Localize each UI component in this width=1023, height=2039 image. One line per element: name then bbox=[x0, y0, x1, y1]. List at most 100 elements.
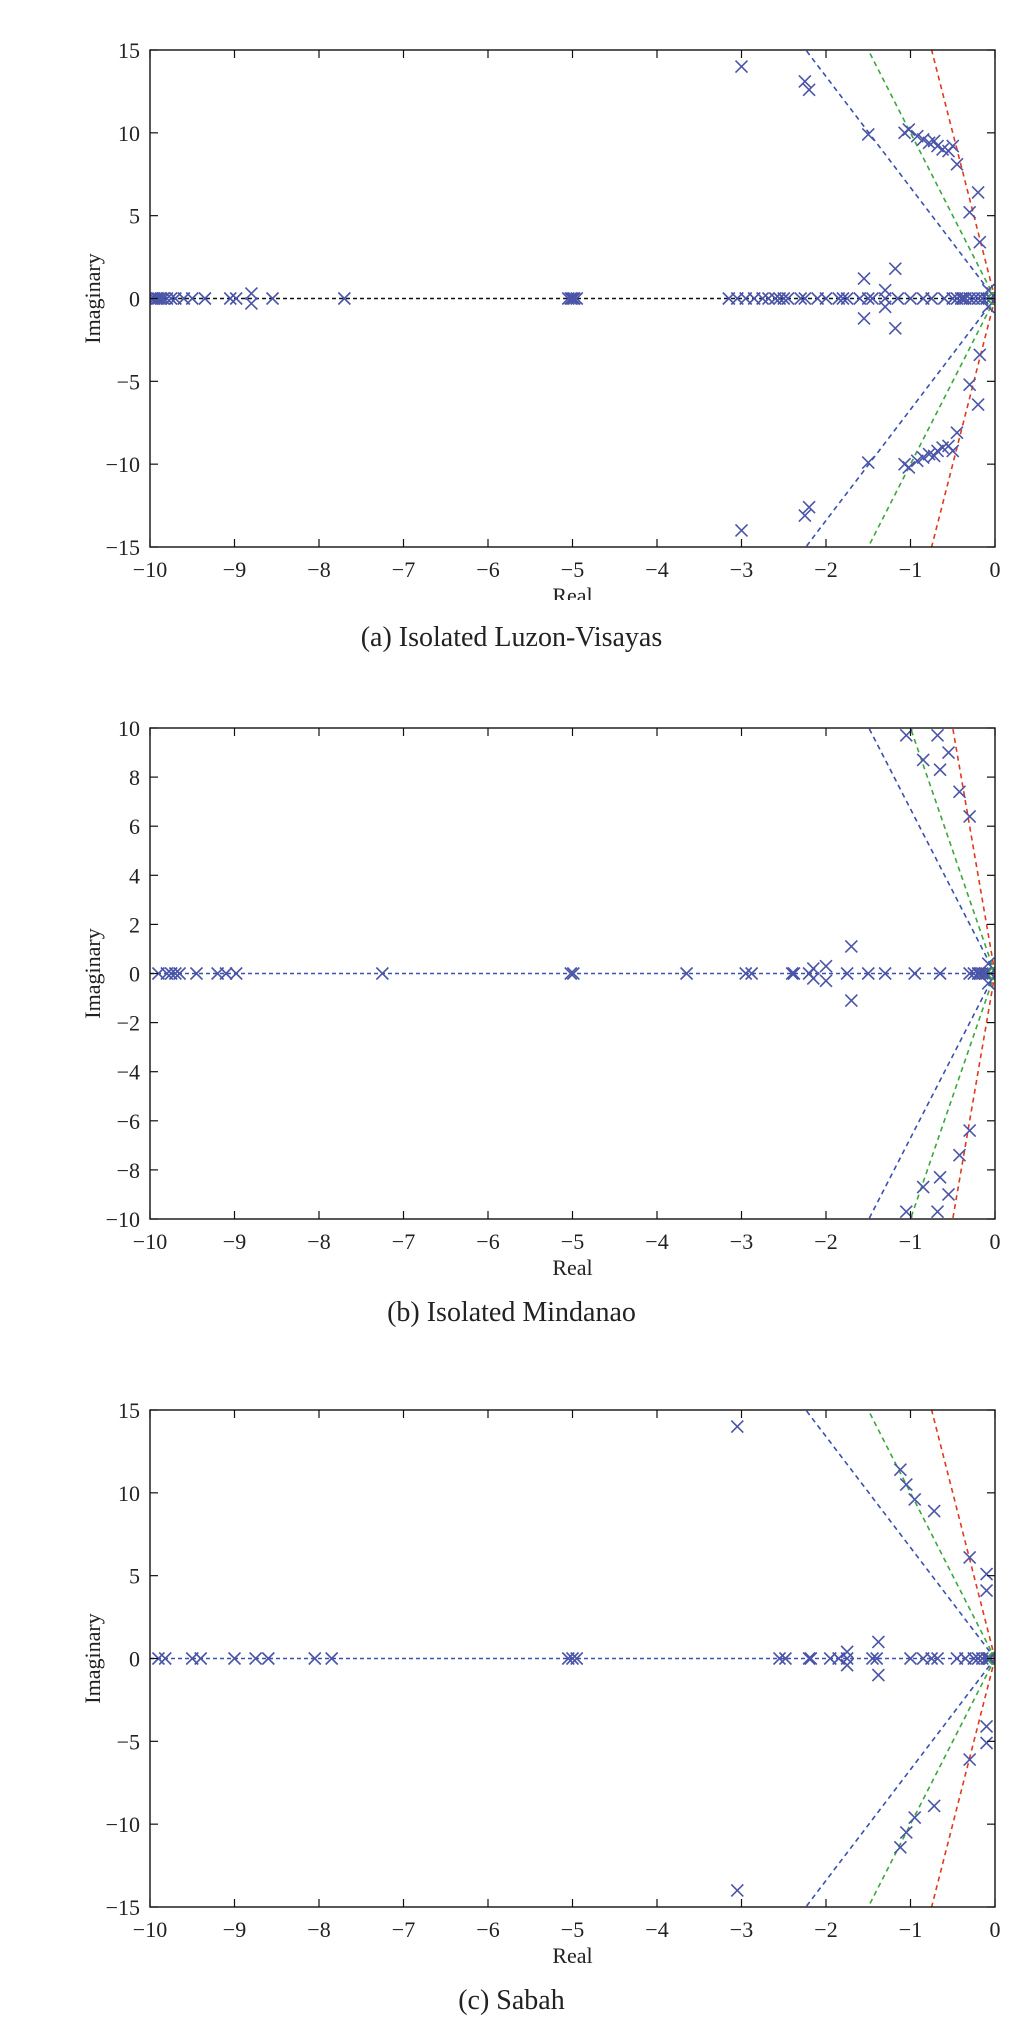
pole-marker bbox=[836, 291, 850, 306]
pole-marker bbox=[950, 157, 964, 171]
x-tick-label: −2 bbox=[814, 1917, 837, 1942]
pole-marker bbox=[761, 291, 776, 306]
pole-marker bbox=[963, 1550, 977, 1565]
y-tick-label: 0 bbox=[129, 962, 140, 987]
pole-marker bbox=[840, 1645, 854, 1659]
pole-marker bbox=[861, 291, 875, 306]
pole-map-chart-a: −10 −9 −8 −7 −6 −5 −4 −3 −2 −1 0−15−10−5051015Real… bbox=[80, 38, 1001, 600]
x-tick-label: −5 bbox=[561, 557, 584, 582]
pole-marker bbox=[946, 139, 960, 153]
pole-marker bbox=[963, 1752, 977, 1767]
pole-marker bbox=[908, 1810, 922, 1825]
pole-marker bbox=[902, 460, 916, 475]
damping-line bbox=[868, 728, 995, 974]
x-tick-label: −9 bbox=[223, 557, 246, 582]
pole-marker bbox=[804, 1651, 818, 1666]
pole-marker bbox=[973, 235, 987, 249]
damping-line bbox=[805, 50, 995, 299]
y-tick-label: −4 bbox=[117, 1060, 140, 1085]
y-tick-label: −5 bbox=[117, 369, 140, 394]
pole-marker bbox=[777, 291, 791, 306]
pole-marker bbox=[963, 809, 977, 823]
pole-marker bbox=[219, 966, 233, 981]
pole-marker bbox=[941, 745, 956, 760]
pole-marker bbox=[564, 291, 578, 306]
pole-marker bbox=[173, 966, 187, 981]
pole-marker bbox=[930, 1651, 945, 1666]
x-tick-label: −5 bbox=[561, 1917, 584, 1942]
pole-map-chart-c: −10 −9 −8 −7 −6 −5 −4 −3 −2 −1 0−15−10−5051015Real… bbox=[80, 1398, 1001, 1968]
pole-marker bbox=[861, 966, 875, 981]
pole-marker bbox=[865, 291, 880, 306]
pole-marker bbox=[194, 1651, 208, 1666]
pole-marker bbox=[261, 1651, 275, 1666]
pole-marker bbox=[778, 1651, 793, 1666]
damping-line bbox=[805, 1658, 995, 1907]
damping-line bbox=[867, 1410, 995, 1659]
pole-marker bbox=[375, 966, 389, 981]
x-tick-label: −6 bbox=[476, 557, 499, 582]
pole-marker bbox=[865, 1651, 880, 1666]
pole-marker bbox=[798, 508, 812, 523]
pole-marker bbox=[802, 83, 816, 97]
x-tick-label: −10 bbox=[133, 1917, 167, 1942]
pole-marker bbox=[244, 286, 258, 301]
pole-marker bbox=[899, 1477, 913, 1492]
x-tick-label: −8 bbox=[307, 557, 330, 582]
pole-marker bbox=[164, 291, 178, 306]
pole-marker bbox=[899, 1825, 913, 1840]
pole-marker bbox=[861, 127, 875, 142]
x-tick-label: −1 bbox=[899, 1917, 922, 1942]
pole-marker bbox=[979, 1719, 994, 1733]
y-tick-label: 15 bbox=[118, 1398, 140, 1423]
chart-panel-b: −10 −9 −8 −7 −6 −5 −4 −3 −2 −1 0 −10 −8 −6 −4 −2 0 2 4 6 8 10… bbox=[0, 680, 1023, 1280]
pole-marker bbox=[734, 523, 749, 537]
damping-line bbox=[930, 1410, 995, 1659]
y-tick-label: −15 bbox=[106, 535, 140, 560]
pole-marker bbox=[933, 1170, 947, 1184]
damping-line bbox=[930, 298, 995, 547]
pole-marker bbox=[971, 185, 985, 200]
pole-marker bbox=[871, 1668, 885, 1682]
damping-line bbox=[930, 1658, 995, 1907]
y-tick-label: 10 bbox=[118, 121, 140, 146]
pole-marker bbox=[337, 291, 351, 306]
pole-marker bbox=[244, 296, 258, 311]
pole-marker bbox=[963, 205, 977, 219]
y-tick-label: 10 bbox=[118, 1481, 140, 1506]
pole-marker bbox=[916, 1180, 930, 1194]
x-tick-label: −7 bbox=[392, 557, 415, 582]
x-axis-label: Real bbox=[552, 1943, 592, 1968]
pole-marker bbox=[910, 454, 924, 468]
caption-c: (c) Sabah bbox=[458, 1985, 565, 2016]
pole-map-chart-b: −10 −9 −8 −7 −6 −5 −4 −3 −2 −1 0−10−8−6−4−20246810… bbox=[80, 716, 1001, 1280]
pole-marker bbox=[802, 1651, 816, 1666]
damping-line bbox=[951, 728, 995, 974]
pole-marker bbox=[566, 966, 580, 981]
damping-line bbox=[930, 50, 995, 299]
pole-marker bbox=[325, 1651, 339, 1666]
x-tick-label: −7 bbox=[392, 1229, 415, 1254]
y-axis-label: Imaginary bbox=[80, 1613, 105, 1703]
x-tick-label: −8 bbox=[307, 1917, 330, 1942]
pole-marker bbox=[871, 1635, 885, 1649]
pole-marker bbox=[249, 1651, 263, 1666]
pole-marker bbox=[781, 291, 795, 306]
pole-marker bbox=[893, 1463, 907, 1477]
y-tick-label: −10 bbox=[106, 1812, 140, 1837]
pole-marker bbox=[265, 291, 280, 306]
pole-marker bbox=[925, 291, 939, 306]
pole-marker bbox=[930, 728, 945, 742]
caption-b: (b) Isolated Mindanao bbox=[387, 1297, 636, 1328]
x-tick-label: 0 bbox=[990, 1229, 1001, 1254]
pole-marker bbox=[227, 1651, 242, 1666]
pole-marker bbox=[806, 971, 820, 985]
pole-marker bbox=[893, 1840, 907, 1854]
pole-marker bbox=[956, 291, 970, 306]
pole-marker bbox=[772, 1651, 787, 1666]
pole-marker bbox=[857, 311, 871, 325]
pole-marker bbox=[565, 291, 580, 306]
plot-area bbox=[150, 50, 995, 547]
pole-marker bbox=[950, 426, 964, 440]
chart-panel-c: −10 −9 −8 −7 −6 −5 −4 −3 −2 −1 0 −15 −10 −5 0 5 10 15 Real… bbox=[0, 1360, 1023, 1980]
